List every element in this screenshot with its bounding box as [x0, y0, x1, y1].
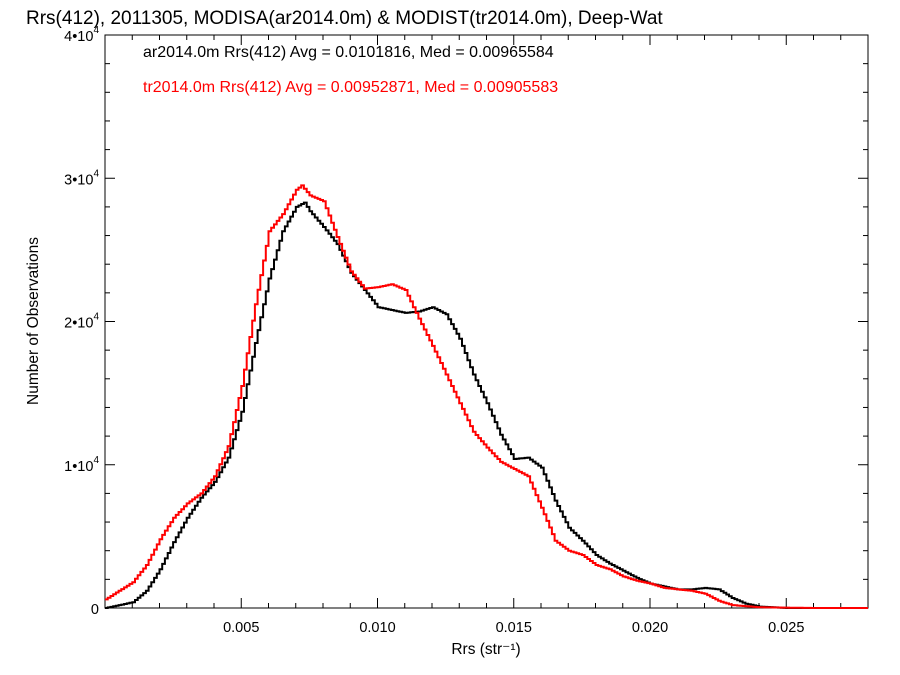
series-line-tr2014-0m [105, 184, 868, 609]
series-annotation-tr2014: tr2014.0m Rrs(412) Avg = 0.00952871, Med… [143, 79, 558, 96]
y-tick-label: 0 [91, 602, 99, 618]
x-tick-label: 0.020 [632, 620, 668, 636]
series-line-ar2014-0m [105, 201, 868, 609]
chart-title: Rrs(412), 2011305, MODISA(ar2014.0m) & M… [26, 8, 663, 29]
y-tick-label: 2•104 [64, 312, 99, 332]
x-tick-label: 0.015 [496, 620, 532, 636]
x-axis-title: Rrs (str⁻¹) [451, 641, 520, 658]
y-tick-label: 1•104 [64, 455, 99, 475]
y-tick-label: 3•104 [64, 168, 99, 188]
y-axis-title: Number of Observations [25, 237, 42, 405]
x-tick-label: 0.025 [768, 620, 804, 636]
x-tick-label: 0.010 [359, 620, 395, 636]
series-annotation-ar2014: ar2014.0m Rrs(412) Avg = 0.0101816, Med … [143, 44, 554, 61]
x-tick-label: 0.005 [223, 620, 259, 636]
plot-frame [104, 34, 869, 609]
y-tick-label: 4•104 [64, 25, 99, 45]
